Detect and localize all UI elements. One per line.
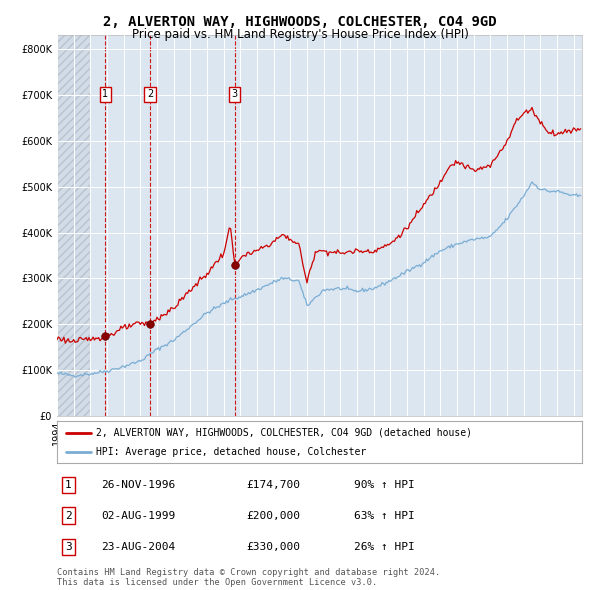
Text: 26% ↑ HPI: 26% ↑ HPI [353,542,415,552]
Text: 63% ↑ HPI: 63% ↑ HPI [353,510,415,520]
Text: 26-NOV-1996: 26-NOV-1996 [101,480,176,490]
Text: 23-AUG-2004: 23-AUG-2004 [101,542,176,552]
Text: Contains HM Land Registry data © Crown copyright and database right 2024.
This d: Contains HM Land Registry data © Crown c… [57,568,440,587]
Text: HPI: Average price, detached house, Colchester: HPI: Average price, detached house, Colc… [97,447,367,457]
Text: 2: 2 [65,510,72,520]
Text: £330,000: £330,000 [246,542,300,552]
Text: 2: 2 [147,90,153,99]
Text: 3: 3 [65,542,72,552]
Text: 1: 1 [65,480,72,490]
Text: Price paid vs. HM Land Registry's House Price Index (HPI): Price paid vs. HM Land Registry's House … [131,28,469,41]
Text: 02-AUG-1999: 02-AUG-1999 [101,510,176,520]
Text: 2, ALVERTON WAY, HIGHWOODS, COLCHESTER, CO4 9GD: 2, ALVERTON WAY, HIGHWOODS, COLCHESTER, … [103,15,497,30]
Text: 2, ALVERTON WAY, HIGHWOODS, COLCHESTER, CO4 9GD (detached house): 2, ALVERTON WAY, HIGHWOODS, COLCHESTER, … [97,428,472,438]
Text: 3: 3 [232,90,238,99]
Text: £174,700: £174,700 [246,480,300,490]
Text: 1: 1 [102,90,109,99]
Text: £200,000: £200,000 [246,510,300,520]
Bar [57,35,91,416]
Text: 90% ↑ HPI: 90% ↑ HPI [353,480,415,490]
